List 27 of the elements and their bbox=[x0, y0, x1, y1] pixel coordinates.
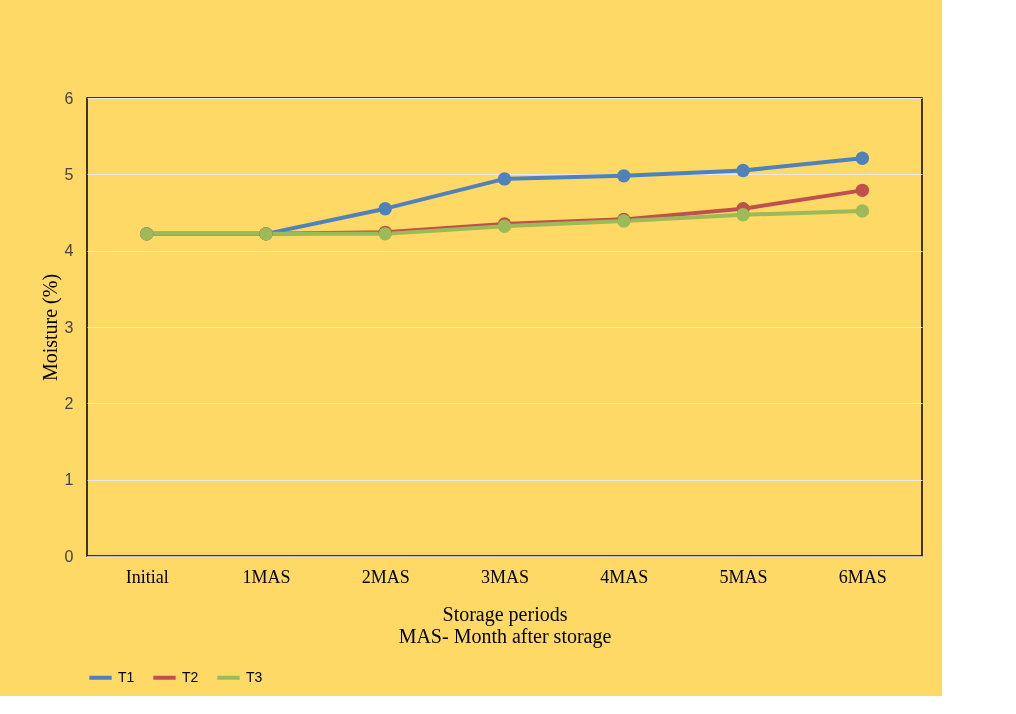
legend-label: T3 bbox=[246, 668, 263, 685]
point bbox=[617, 169, 631, 183]
point bbox=[855, 204, 870, 218]
y-tick-label: 2 bbox=[64, 394, 74, 412]
point bbox=[378, 201, 392, 216]
x-axis-title: Storage periods bbox=[442, 602, 568, 626]
legend-label: T2 bbox=[182, 668, 199, 685]
point bbox=[497, 172, 512, 186]
legend-label: T1 bbox=[118, 668, 135, 685]
y-tick-label: 4 bbox=[64, 242, 74, 260]
x-tick-label: 3MAS bbox=[480, 566, 530, 587]
y-tick-label: 6 bbox=[64, 89, 74, 107]
x-tick-label: 6MAS bbox=[838, 566, 887, 587]
point bbox=[855, 151, 870, 165]
x-tick-label: 1MAS bbox=[242, 566, 291, 587]
x-tick-label: 5MAS bbox=[719, 566, 768, 587]
y-tick-label: 0 bbox=[64, 547, 74, 565]
y-tick-label: 3 bbox=[64, 318, 74, 336]
x-tick-label: 2MAS bbox=[361, 566, 410, 587]
y-axis-title: Moisture (%) bbox=[38, 273, 62, 382]
point bbox=[736, 208, 750, 222]
x-tick-label: 4MAS bbox=[600, 566, 649, 587]
x-tick-label: Initial bbox=[125, 566, 169, 587]
point bbox=[736, 163, 750, 178]
point bbox=[855, 183, 870, 198]
y-tick-label: 5 bbox=[64, 165, 74, 183]
y-tick-label: 1 bbox=[64, 471, 74, 489]
